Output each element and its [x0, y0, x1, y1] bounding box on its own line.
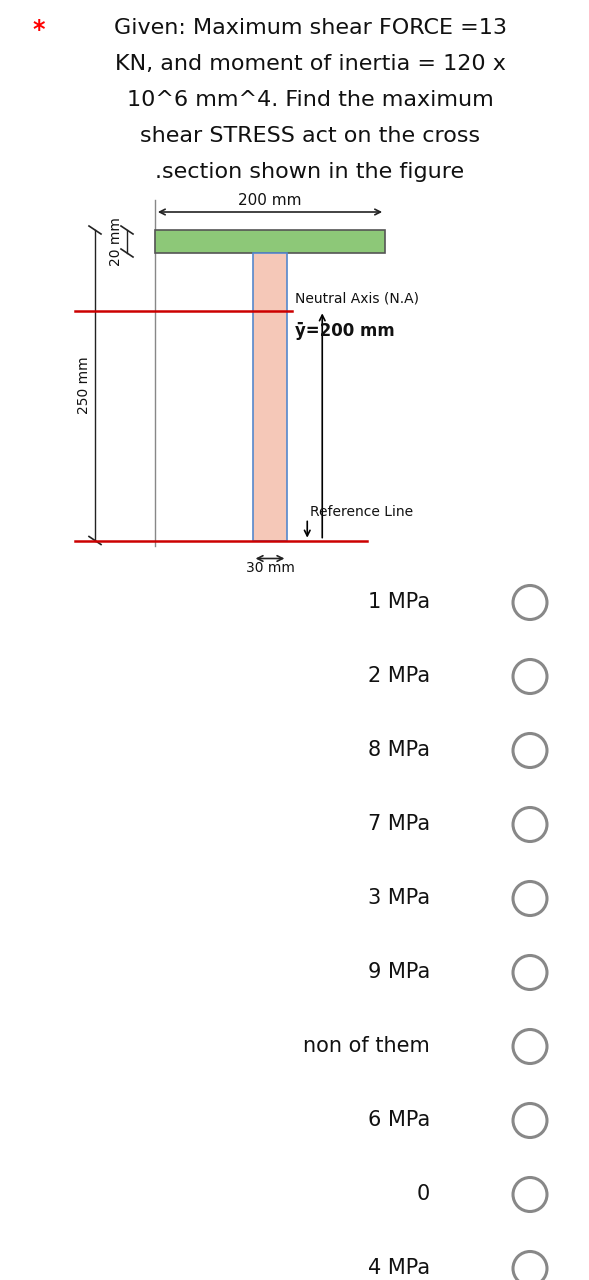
- Text: shear STRESS act on the cross: shear STRESS act on the cross: [140, 125, 480, 146]
- Text: 30 mm: 30 mm: [246, 562, 294, 576]
- Text: Given: Maximum shear FORCE =13: Given: Maximum shear FORCE =13: [114, 18, 507, 38]
- Bar: [253, 253, 287, 540]
- Text: Neutral Axis (N.A): Neutral Axis (N.A): [295, 292, 419, 306]
- Text: .section shown in the figure: .section shown in the figure: [155, 163, 465, 182]
- Text: 2 MPa: 2 MPa: [368, 667, 430, 686]
- Text: 7 MPa: 7 MPa: [368, 814, 430, 835]
- Text: 3 MPa: 3 MPa: [368, 888, 430, 909]
- Text: non of them: non of them: [303, 1037, 430, 1056]
- Text: 9 MPa: 9 MPa: [368, 963, 430, 983]
- Text: 10^6 mm^4. Find the maximum: 10^6 mm^4. Find the maximum: [127, 90, 494, 110]
- Text: ȳ=200 mm: ȳ=200 mm: [295, 323, 395, 340]
- Text: 4 MPa: 4 MPa: [368, 1258, 430, 1279]
- Text: 0: 0: [417, 1184, 430, 1204]
- Bar: [155, 230, 385, 253]
- Text: Reference Line: Reference Line: [310, 504, 413, 518]
- Text: *: *: [32, 18, 45, 42]
- Text: 6 MPa: 6 MPa: [368, 1111, 430, 1130]
- Text: 8 MPa: 8 MPa: [368, 741, 430, 760]
- Text: KN, and moment of inertia = 120 x: KN, and moment of inertia = 120 x: [115, 54, 505, 74]
- Text: 200 mm: 200 mm: [238, 193, 302, 207]
- Text: 1 MPa: 1 MPa: [368, 593, 430, 613]
- Text: 20 mm: 20 mm: [109, 218, 123, 266]
- Text: 250 mm: 250 mm: [77, 356, 91, 413]
